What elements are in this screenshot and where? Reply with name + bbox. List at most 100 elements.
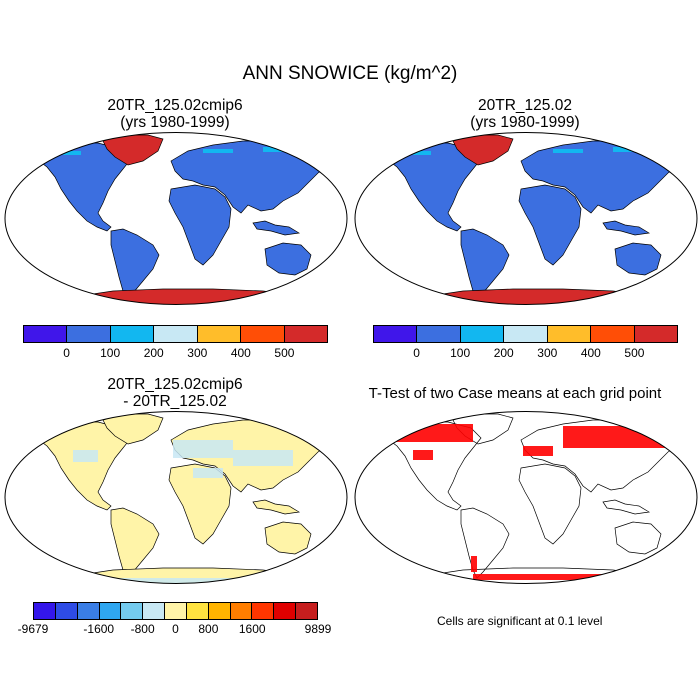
colorbar-swatch — [284, 326, 327, 342]
continent-indonesia — [602, 220, 651, 236]
panel-title-bottom-left-line2: - 20TR_125.02 — [123, 393, 227, 410]
colorbar-swatch — [296, 603, 317, 619]
map-panel-difference — [4, 411, 348, 584]
continent-indonesia — [252, 220, 301, 236]
significance-note: Cells are significant at 0.1 level — [437, 614, 603, 628]
colorbar-case2-ticks: 0 100 200 300 400 500 — [373, 346, 678, 362]
figure-title: ANN SNOWICE (kg/m^2) — [242, 63, 458, 84]
map-panel-ttest — [354, 411, 698, 584]
map-panel-case2 — [354, 132, 698, 305]
map-panel-case1 — [4, 132, 348, 305]
snow-patch — [413, 151, 431, 155]
colorbar-swatch — [208, 603, 231, 619]
colorbar-case1-ticks: 0 100 200 300 400 500 — [23, 346, 328, 362]
significant-region — [473, 574, 613, 580]
map-outline — [354, 132, 698, 305]
colorbar-swatch — [110, 326, 155, 342]
panel-title-bottom-left-line1: 20TR_125.02cmip6 — [107, 376, 243, 393]
panel-title-top-left: 20TR_125.02cmip6 (yrs 1980-1999) — [10, 97, 340, 131]
colorbar-tick-label: -1600 — [83, 622, 115, 636]
colorbar-difference — [33, 602, 318, 620]
colorbar-difference-ticks: -9679 -1600 -800 0 800 1600 9899 — [18, 622, 332, 638]
significant-region — [393, 424, 473, 442]
significant-region — [413, 450, 433, 460]
colorbar-tick-label: 200 — [143, 346, 164, 360]
continent-africa — [518, 463, 582, 545]
colorbar-swatch — [154, 326, 198, 342]
negative-difference-patch — [73, 450, 98, 462]
colorbar-swatch — [634, 326, 677, 342]
colorbar-tick-label: 0 — [172, 622, 179, 636]
colorbar-swatch — [186, 603, 209, 619]
colorbar-swatch — [77, 603, 100, 619]
significant-region — [471, 556, 477, 572]
panel-title-bottom-left: 20TR_125.02cmip6 - 20TR_125.02 — [10, 376, 340, 410]
colorbar-swatch — [241, 326, 285, 342]
continent-australia — [264, 242, 312, 276]
continent-samerica — [460, 507, 510, 579]
panel-title-top-left-line2: (yrs 1980-1999) — [120, 114, 230, 131]
colorbar-tick-label: 400 — [580, 346, 601, 360]
colorbar-tick-label: 400 — [230, 346, 251, 360]
colorbar-swatch — [230, 603, 253, 619]
negative-difference-patch — [193, 468, 223, 478]
panel-title-bottom-right: T-Test of two Case means at each grid po… — [368, 385, 662, 402]
colorbar-tick-label: 0 — [413, 346, 420, 360]
colorbar-tick-label: 200 — [493, 346, 514, 360]
panel-title-top-left-line1: 20TR_125.02cmip6 — [107, 97, 243, 114]
ocean-background — [355, 411, 697, 584]
negative-difference-patch — [173, 440, 233, 458]
colorbar-tick-label: 500 — [274, 346, 295, 360]
continent-samerica — [110, 228, 160, 300]
colorbar-tick-label: 300 — [187, 346, 208, 360]
significant-region — [563, 426, 673, 448]
continent-samerica — [460, 228, 510, 300]
colorbar-swatch — [99, 603, 122, 619]
continent-indonesia — [252, 499, 301, 515]
snow-patch — [63, 151, 81, 155]
snow-patch — [653, 153, 673, 157]
panel-title-top-right-line2: (yrs 1980-1999) — [470, 114, 580, 131]
colorbar-swatch — [460, 326, 505, 342]
colorbar-tick-label: 800 — [198, 622, 219, 636]
snow-patch — [553, 149, 583, 153]
colorbar-case2 — [373, 325, 678, 343]
continent-namerica — [387, 421, 482, 511]
colorbar-swatch — [374, 326, 418, 342]
colorbar-tick-label: 100 — [450, 346, 471, 360]
colorbar-tick-label: 300 — [537, 346, 558, 360]
colorbar-swatch — [55, 603, 78, 619]
map-outline — [4, 411, 348, 584]
continent-africa — [518, 184, 582, 266]
colorbar-tick-label: 0 — [63, 346, 70, 360]
colorbar-swatch — [504, 326, 548, 342]
colorbar-swatch — [252, 603, 275, 619]
colorbar-tick-label: 500 — [624, 346, 645, 360]
map-outline — [354, 411, 698, 584]
colorbar-swatch — [417, 326, 461, 342]
panel-title-top-right: 20TR_125.02 (yrs 1980-1999) — [360, 97, 690, 131]
negative-difference-patch — [233, 450, 293, 466]
panel-title-top-right-line1: 20TR_125.02 — [478, 97, 572, 114]
negative-difference-patch — [103, 578, 253, 583]
map-outline — [4, 132, 348, 305]
colorbar-swatch — [591, 326, 635, 342]
colorbar-tick-label: 1600 — [238, 622, 266, 636]
colorbar-tick-label: 9899 — [304, 622, 332, 636]
colorbar-swatch — [143, 603, 166, 619]
colorbar-swatch — [165, 603, 187, 619]
colorbar-swatch — [67, 326, 111, 342]
snow-patch — [303, 153, 323, 157]
continent-indonesia — [602, 499, 651, 515]
colorbar-tick-label: -800 — [130, 622, 155, 636]
colorbar-swatch — [274, 603, 297, 619]
significant-region — [523, 446, 553, 456]
colorbar-swatch — [197, 326, 242, 342]
colorbar-tick-label: -9679 — [17, 622, 49, 636]
continent-australia — [614, 521, 662, 555]
colorbar-swatch — [121, 603, 144, 619]
colorbar-swatch — [24, 326, 68, 342]
continent-australia — [264, 521, 312, 555]
colorbar-swatch — [547, 326, 592, 342]
colorbar-swatch — [34, 603, 56, 619]
